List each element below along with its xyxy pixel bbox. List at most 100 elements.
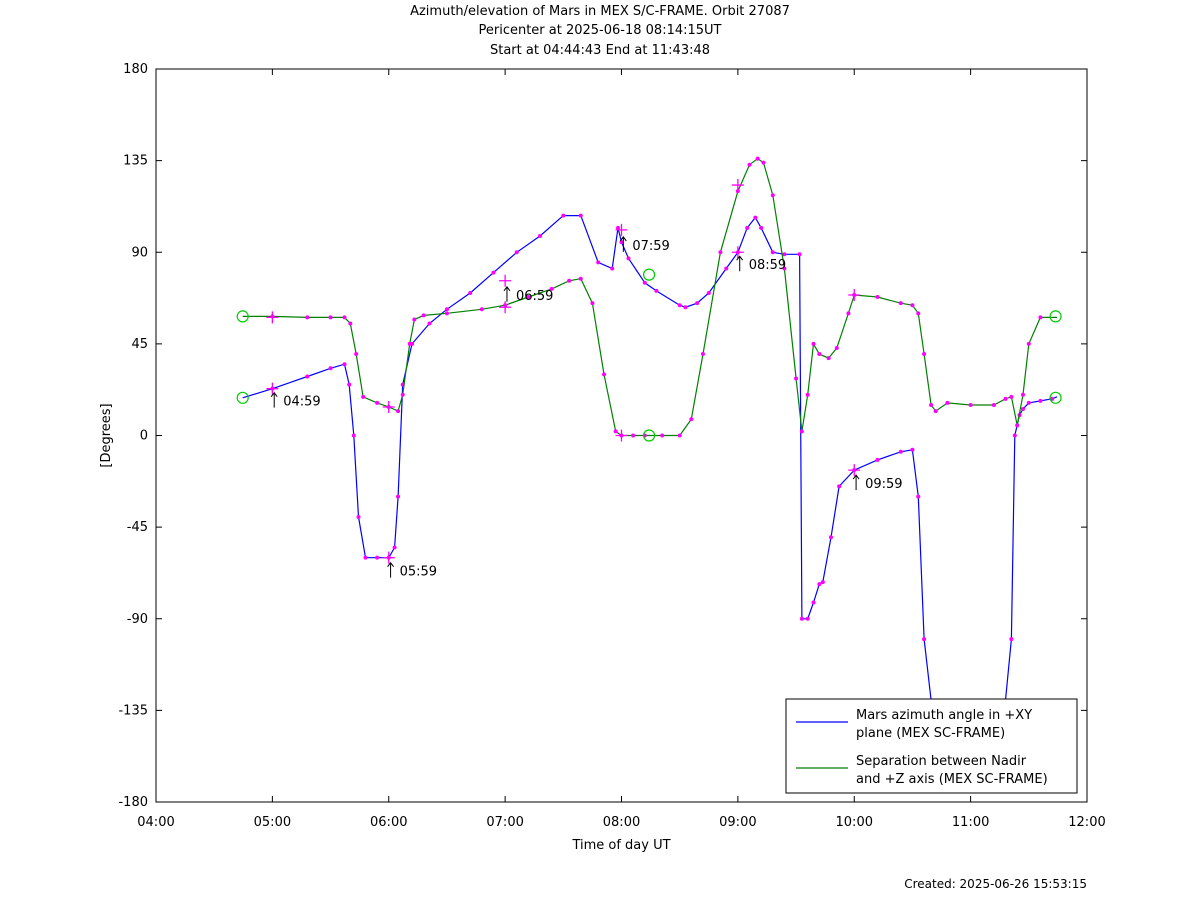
- sample-point-marker: [400, 392, 405, 397]
- time-label: 08:59: [749, 258, 786, 273]
- sample-point-marker: [759, 225, 764, 230]
- sample-point-marker: [811, 600, 816, 605]
- sample-point-marker: [805, 616, 810, 621]
- sample-point-marker: [375, 555, 380, 560]
- sample-point-marker: [826, 356, 831, 361]
- sample-point-marker: [817, 582, 822, 587]
- sample-point-marker: [782, 252, 787, 257]
- sample-point-marker: [407, 341, 412, 346]
- y-tick-label: 180: [123, 62, 148, 77]
- sample-point-marker: [538, 233, 543, 238]
- hour-cross-marker: [731, 179, 744, 192]
- event-circle-marker: [236, 391, 249, 404]
- sample-point-marker: [479, 307, 484, 312]
- sample-point-marker: [916, 494, 921, 499]
- sample-point-marker: [1012, 433, 1017, 438]
- sample-point-marker: [660, 433, 665, 438]
- sample-point-marker: [392, 545, 397, 550]
- sample-point-marker: [1026, 341, 1031, 346]
- sample-point-marker: [578, 276, 583, 281]
- sample-point-marker: [1020, 392, 1025, 397]
- sample-point-marker: [1009, 394, 1014, 399]
- time-label-arrow: [852, 474, 860, 491]
- sample-point-marker: [745, 225, 750, 230]
- sample-point-marker: [616, 225, 621, 230]
- x-tick-label: 05:00: [254, 815, 291, 830]
- legend-label: and +Z axis (MEX SC-FRAME): [856, 772, 1048, 787]
- sample-point-marker: [361, 394, 366, 399]
- event-circle-marker: [1049, 391, 1062, 404]
- sample-point-marker: [412, 317, 417, 322]
- sample-point-marker: [444, 307, 449, 312]
- sample-point-marker: [677, 303, 682, 308]
- sample-point-marker: [898, 449, 903, 454]
- separation-series-line: [242, 157, 1057, 437]
- hour-cross-marker: [615, 223, 628, 236]
- sample-point-marker: [1026, 400, 1031, 405]
- y-axis-label: [Degrees]: [99, 403, 114, 467]
- sample-point-marker: [342, 362, 347, 367]
- chart-subtitle-start-end: Start at 04:44:43 End at 11:43:48: [489, 43, 711, 58]
- time-label-arrow: [736, 255, 744, 272]
- sample-point-marker: [305, 315, 310, 320]
- sample-point-marker: [590, 301, 595, 306]
- sample-point-marker: [724, 266, 729, 271]
- sample-point-marker: [1038, 398, 1043, 403]
- sample-point-marker: [421, 313, 426, 318]
- sample-point-marker: [348, 321, 353, 326]
- hour-cross-marker: [615, 429, 628, 442]
- sample-point-marker: [1020, 407, 1025, 412]
- sample-point-marker: [761, 160, 766, 165]
- legend-label: plane (MEX SC-FRAME): [856, 726, 1005, 741]
- sample-point-marker: [805, 392, 810, 397]
- event-circle-marker: [642, 429, 656, 442]
- time-label-arrow: [270, 391, 278, 408]
- sample-point-marker: [351, 433, 356, 438]
- hour-cross-marker: [499, 274, 512, 287]
- sample-point-marker: [347, 382, 352, 387]
- legend-label: Separation between Nadir: [856, 754, 1027, 769]
- sample-point-marker: [1038, 315, 1043, 320]
- sample-point-marker: [700, 352, 705, 357]
- sample-point-marker: [828, 535, 833, 540]
- sample-point-marker: [602, 372, 607, 377]
- sample-point-marker: [820, 580, 825, 585]
- sample-point-marker: [363, 555, 368, 560]
- sample-point-marker: [1015, 423, 1020, 428]
- y-tick-label: -135: [118, 703, 148, 718]
- sample-point-marker: [811, 341, 816, 346]
- sample-point-marker: [945, 400, 950, 405]
- sample-point-marker: [354, 352, 359, 357]
- hour-cross-marker: [499, 301, 512, 314]
- sample-point-marker: [396, 494, 401, 499]
- sample-point-marker: [875, 295, 880, 300]
- azimuth-series-line: [242, 215, 1058, 722]
- x-tick-label: 10:00: [836, 815, 873, 830]
- x-tick-label: 04:00: [137, 815, 174, 830]
- chart-subtitle-pericenter: Pericenter at 2025-06-18 08:14:15UT: [478, 23, 722, 38]
- sample-point-marker: [689, 417, 694, 422]
- sample-point-marker: [846, 311, 851, 316]
- sample-point-marker: [695, 301, 700, 306]
- sample-point-marker: [567, 278, 572, 283]
- sample-point-marker: [342, 315, 347, 320]
- sample-point-marker: [578, 213, 583, 218]
- sample-point-marker: [677, 433, 682, 438]
- sample-point-marker: [922, 352, 927, 357]
- event-circle-marker: [1049, 310, 1062, 323]
- hour-cross-marker: [382, 551, 395, 564]
- sample-point-marker: [875, 457, 880, 462]
- x-tick-label: 08:00: [603, 815, 640, 830]
- sample-point-marker: [968, 402, 973, 407]
- sample-point-marker: [427, 321, 432, 326]
- sample-point-marker: [514, 250, 519, 255]
- sample-point-marker: [735, 189, 740, 194]
- hour-cross-marker: [266, 311, 279, 324]
- created-timestamp: Created: 2025-06-26 15:53:15: [904, 877, 1087, 891]
- x-tick-label: 07:00: [486, 815, 523, 830]
- sample-point-marker: [916, 311, 921, 316]
- sample-point-marker: [837, 484, 842, 489]
- x-tick-label: 06:00: [370, 815, 407, 830]
- y-tick-label: -90: [127, 612, 148, 627]
- sample-point-marker: [654, 288, 659, 293]
